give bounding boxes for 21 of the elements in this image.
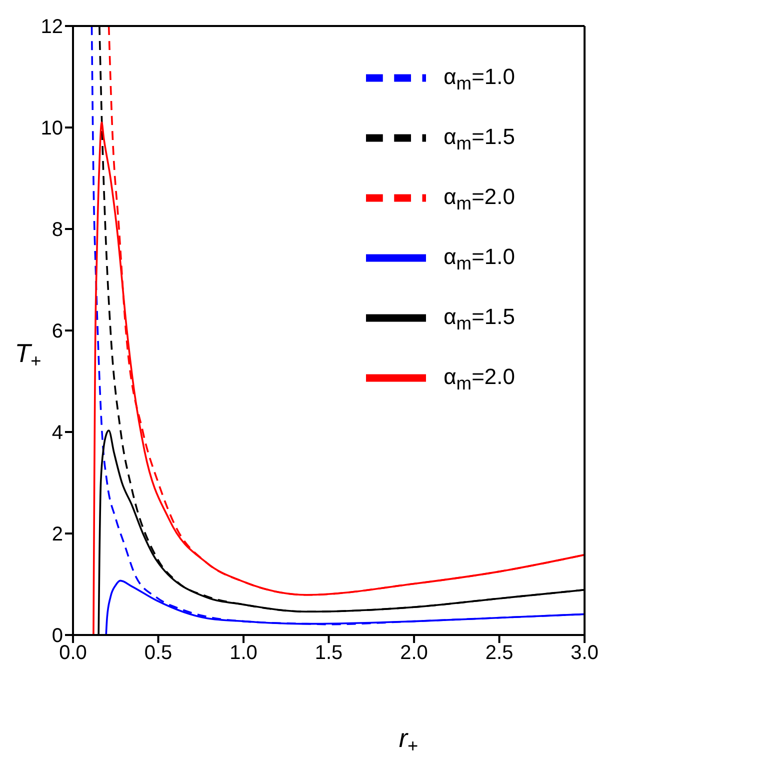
x-tick-label: 1.0 — [230, 642, 258, 664]
legend-label: α$_{m}$=1.0 — [444, 64, 515, 94]
x-axis-title: r$_{+}$ — [398, 723, 418, 756]
y-tick-label: 8 — [52, 219, 63, 242]
x-tick-label: 3.0 — [570, 642, 598, 664]
y-tick-label: 4 — [52, 422, 63, 444]
x-tick-label: 0.5 — [144, 642, 172, 664]
y-tick-label: 12 — [40, 16, 63, 38]
y-tick-label: 6 — [52, 320, 63, 343]
legend-label: α$_{m}$=1.5 — [444, 304, 515, 334]
legend-label: α$_{m}$=1.0 — [444, 244, 515, 274]
y-tick-label: 10 — [40, 118, 63, 140]
x-tick-label: 2.5 — [485, 642, 514, 664]
x-tick-label: 0.0 — [59, 642, 87, 664]
y-axis-title: T$_{+}$ — [14, 338, 42, 370]
legend-label: α$_{m}$=2.0 — [444, 364, 515, 394]
y-tick-label: 2 — [52, 524, 63, 546]
legend-label: α$_{m}$=1.5 — [444, 124, 515, 154]
x-tick-label: 1.5 — [314, 642, 343, 664]
x-tick-label: 2.0 — [400, 642, 428, 664]
legend-label: α$_{m}$=2.0 — [444, 184, 515, 214]
